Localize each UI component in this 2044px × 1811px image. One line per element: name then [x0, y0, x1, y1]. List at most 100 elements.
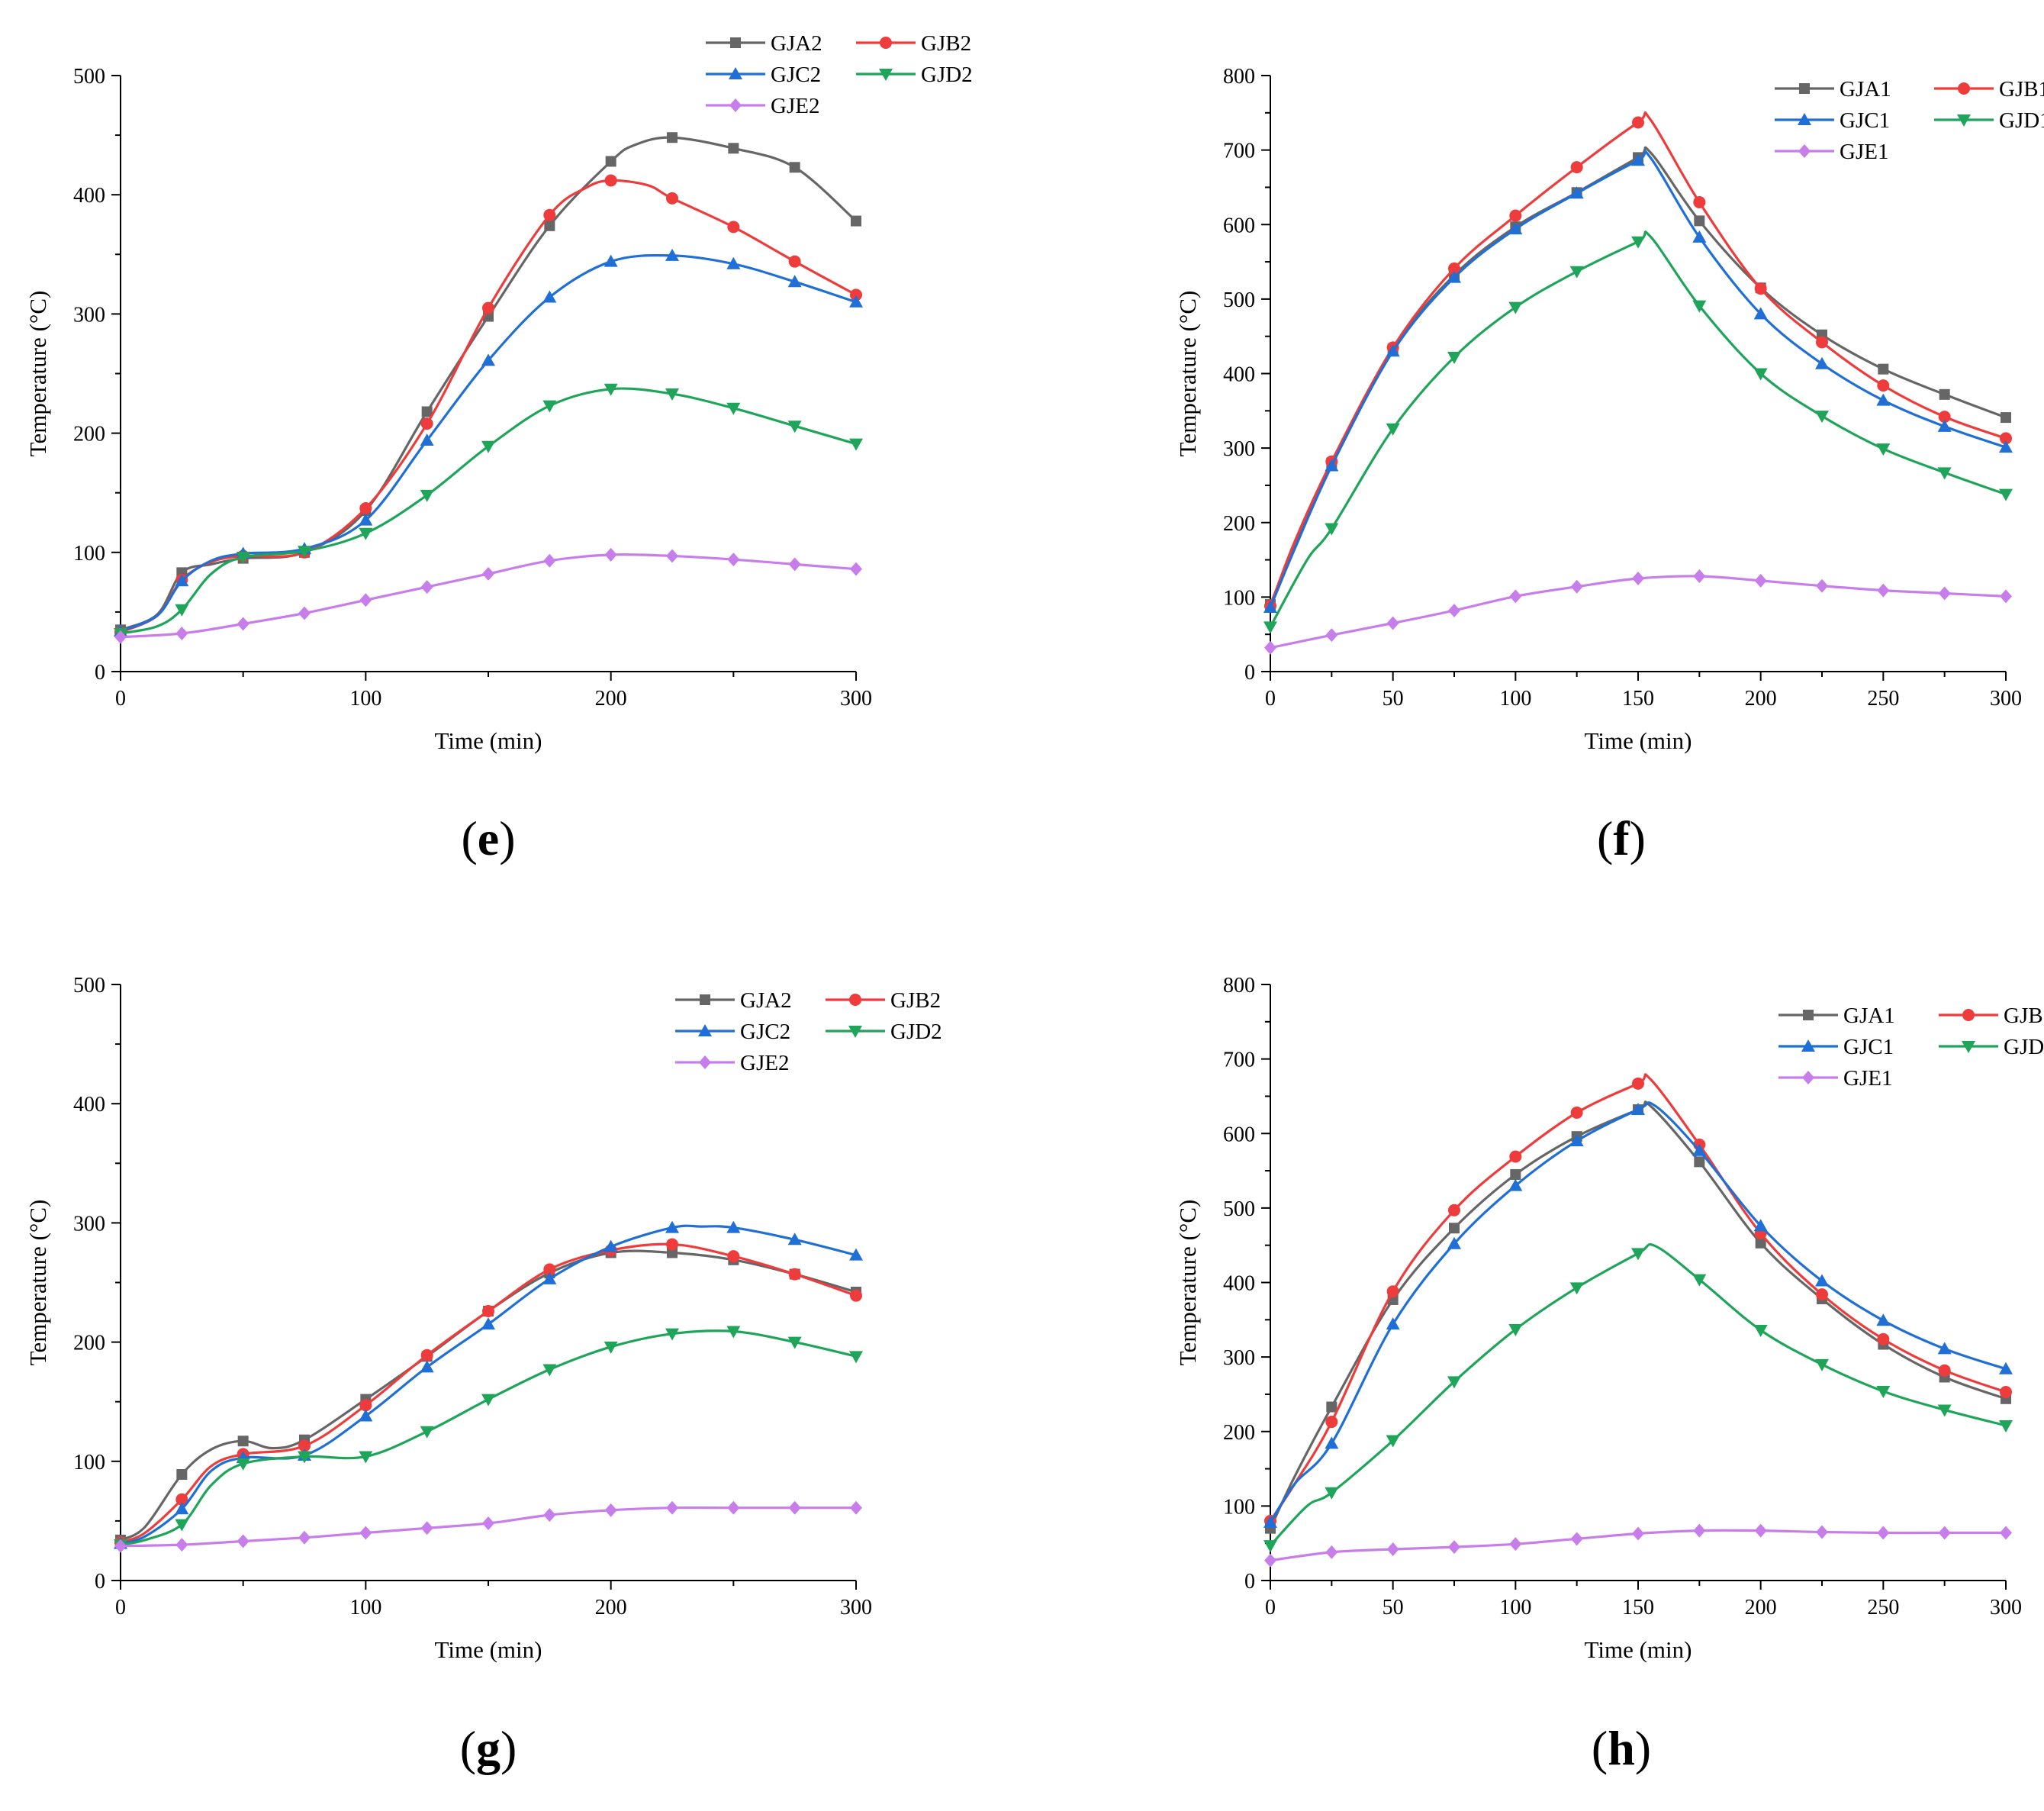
- point-GJD1: [1569, 1282, 1584, 1295]
- point-GJE1: [1816, 1525, 1828, 1539]
- panel-label-letter: g: [476, 1721, 501, 1775]
- point-GJA2: [851, 215, 861, 227]
- legend-item-GJC1: GJC1: [1778, 1035, 1894, 1059]
- legend-label: GJB2: [890, 988, 941, 1013]
- panel-label: (h): [1592, 1721, 1651, 1775]
- point-GJE2: [114, 630, 127, 644]
- chart-panel-g: 0 100 200 300 0 100 200 300 400 500 Time (min) Temp…: [24, 974, 942, 1775]
- y-tick-label: 400: [1223, 363, 1255, 387]
- panel-label-open: (: [1592, 1721, 1608, 1775]
- point-GJC1: [1815, 1274, 1829, 1287]
- point-GJD2: [481, 1394, 495, 1407]
- point-GJC2: [849, 295, 863, 308]
- point-GJE1: [1693, 1523, 1706, 1538]
- point-GJC2: [849, 1248, 863, 1261]
- point-GJB1: [1816, 1288, 1828, 1301]
- point-GJA2: [667, 132, 678, 143]
- legend-item-GJE2: GJE2: [706, 94, 819, 118]
- panel-label-close: ): [1635, 1721, 1651, 1775]
- series-GJD1: [1263, 1242, 2013, 1553]
- point-GJC1: [1569, 1134, 1584, 1147]
- series-GJD1: [1263, 230, 2013, 634]
- legend: GJA2 GJB2 GJC2 GJD2 GJE2: [706, 31, 973, 118]
- point-GJE1: [1264, 640, 1276, 655]
- point-GJD1: [1753, 1324, 1768, 1337]
- point-GJA1: [1939, 388, 1950, 400]
- point-GJC1: [1999, 440, 2013, 453]
- point-GJA1: [1510, 1168, 1521, 1180]
- point-GJB1: [1754, 282, 1767, 295]
- panel-label-letter: f: [1613, 811, 1630, 865]
- point-GJB2: [666, 192, 678, 205]
- legend-marker: [1803, 1010, 1814, 1020]
- legend-marker: [1958, 82, 1970, 95]
- legend-item-GJC2: GJC2: [675, 1020, 790, 1044]
- line-GJC1: [1269, 150, 2007, 609]
- series-GJD2: [114, 1326, 863, 1552]
- point-GJD1: [1569, 266, 1584, 279]
- point-GJE1: [1816, 578, 1828, 593]
- x-tick-label: 150: [1622, 687, 1654, 711]
- line-GJB2: [119, 179, 858, 634]
- point-GJD1: [1447, 1376, 1461, 1389]
- line-GJD2: [119, 387, 858, 635]
- point-GJD1: [1631, 1248, 1645, 1261]
- point-GJB1: [1448, 1204, 1460, 1216]
- legend-marker: [880, 37, 892, 49]
- legend-label: GJD1: [2004, 1035, 2044, 1059]
- point-GJB2: [850, 1289, 862, 1302]
- y-tick-label: 0: [1244, 1570, 1255, 1593]
- line-GJD1: [1269, 1242, 2007, 1547]
- series-GJC1: [1263, 150, 2013, 614]
- y-tick-label: 700: [1223, 140, 1255, 163]
- point-GJD2: [420, 489, 434, 502]
- point-GJE2: [482, 1516, 494, 1531]
- y-tick-label: 700: [1223, 1049, 1255, 1072]
- point-GJC2: [604, 1239, 618, 1252]
- point-GJB2: [359, 1399, 372, 1412]
- legend-label: GJD2: [890, 1020, 942, 1044]
- x-tick-label: 0: [115, 1596, 126, 1619]
- point-GJD2: [665, 1328, 679, 1341]
- point-GJE1: [1754, 1523, 1767, 1538]
- y-axis-label: Temperature (°C): [1174, 1200, 1201, 1366]
- point-GJC2: [481, 1317, 495, 1330]
- y-tick-label: 100: [1223, 1495, 1255, 1519]
- point-GJE1: [1632, 571, 1644, 585]
- point-GJE2: [482, 566, 494, 581]
- y-tick-label: 200: [73, 1332, 105, 1355]
- series-GJE2: [114, 1500, 862, 1553]
- point-GJC1: [1631, 1103, 1645, 1116]
- y-axis-label: Temperature (°C): [24, 1200, 51, 1366]
- point-GJA2: [544, 220, 555, 231]
- point-GJB2: [420, 1349, 433, 1361]
- legend-item-GJA1: GJA1: [1775, 77, 1891, 102]
- point-GJB1: [1938, 411, 1951, 424]
- point-GJC2: [481, 353, 495, 366]
- point-GJC1: [1263, 601, 1277, 614]
- point-GJE2: [666, 549, 678, 563]
- legend-marker: [1957, 114, 1971, 127]
- y-tick-label: 100: [73, 1451, 105, 1474]
- y-tick-label: 500: [1223, 288, 1255, 312]
- y-tick-label: 0: [95, 1570, 105, 1593]
- legend-item-GJA2: GJA2: [706, 31, 822, 56]
- point-GJC2: [726, 256, 741, 269]
- legend: GJA1 GJB1 GJC1 GJD1 GJE1: [1778, 1004, 2044, 1091]
- point-GJE2: [543, 1508, 556, 1523]
- x-tick-label: 250: [1867, 1596, 1899, 1619]
- point-GJE1: [1632, 1526, 1644, 1541]
- point-GJD1: [1815, 1358, 1829, 1371]
- point-GJA1: [2001, 412, 2011, 424]
- legend-marker: [1962, 1041, 1975, 1053]
- point-GJA1: [1694, 215, 1705, 227]
- point-GJE1: [1509, 589, 1522, 604]
- panel-label-letter: h: [1608, 1721, 1635, 1775]
- point-GJE2: [114, 1539, 127, 1553]
- legend-item-GJA2: GJA2: [675, 988, 792, 1013]
- point-GJD2: [787, 421, 802, 433]
- point-GJC2: [787, 275, 802, 288]
- line-GJA1: [1269, 146, 2007, 606]
- legend-item-GJE1: GJE1: [1775, 140, 1888, 164]
- x-tick-label: 200: [1745, 1596, 1777, 1619]
